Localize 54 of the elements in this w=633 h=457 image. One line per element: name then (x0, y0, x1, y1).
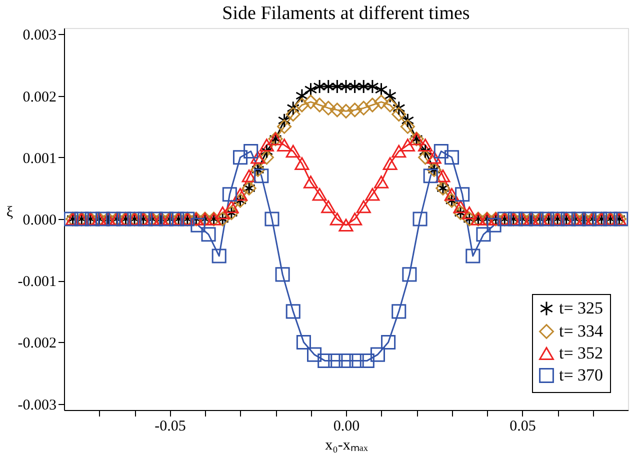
point (254, 168, 269, 184)
x-tick-label: 0.05 (510, 418, 536, 434)
point (466, 248, 480, 264)
point (518, 212, 534, 226)
point (476, 227, 491, 242)
point (402, 267, 417, 282)
point (529, 212, 544, 226)
point (444, 150, 460, 165)
x-tick-label: 0.00 (333, 418, 360, 434)
point (201, 227, 216, 242)
y-tick-label: -0.001 (18, 274, 56, 290)
chart-title: Side Filaments at different times (222, 3, 470, 24)
x-axis-title: x₀-xₘₐₓ (325, 438, 368, 454)
y-axis-title: ξ (6, 204, 14, 220)
point (96, 212, 110, 226)
point (286, 304, 300, 319)
point (212, 248, 226, 264)
point (106, 212, 121, 226)
point (582, 212, 596, 226)
y-tick-label: -0.003 (18, 397, 56, 414)
point (232, 150, 248, 165)
point (338, 353, 354, 368)
point (455, 187, 470, 202)
y-tick-label: 0.003 (22, 28, 56, 44)
point (571, 212, 586, 226)
point (244, 144, 258, 158)
point (190, 218, 206, 232)
legend-label: t= 334 (559, 322, 604, 340)
point (412, 212, 428, 226)
legend-label: t= 352 (559, 344, 604, 362)
legend-label: t= 325 (559, 298, 604, 318)
point (222, 187, 237, 202)
point (264, 212, 280, 226)
y-tick-label: 0.000 (22, 212, 56, 228)
point (148, 212, 163, 226)
point (486, 218, 502, 232)
point (296, 334, 311, 350)
x-tick-label: -0.05 (154, 418, 186, 434)
y-tick-label: 0.001 (22, 150, 56, 167)
point (307, 347, 322, 362)
legend-label: t= 370 (559, 366, 604, 384)
point (349, 353, 364, 368)
point (423, 168, 438, 184)
point (381, 334, 396, 350)
point (158, 212, 174, 226)
point (275, 267, 290, 282)
y-tick-label: -0.002 (18, 336, 56, 352)
point (434, 144, 448, 158)
point (392, 304, 406, 319)
point (370, 347, 385, 362)
point (318, 353, 332, 368)
point (360, 353, 374, 368)
point (328, 353, 343, 368)
y-tick-label: 0.002 (22, 89, 56, 106)
